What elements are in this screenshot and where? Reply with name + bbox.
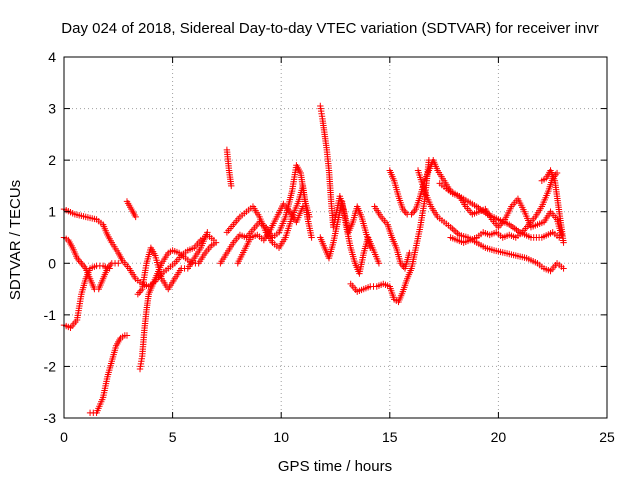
data-series xyxy=(234,200,307,267)
data-point xyxy=(299,203,307,210)
data-point xyxy=(452,228,460,236)
data-series xyxy=(223,146,235,190)
data-point xyxy=(78,260,85,267)
data-point xyxy=(76,258,84,265)
x-tick-label: 20 xyxy=(491,429,507,445)
y-tick-label: 3 xyxy=(48,101,56,117)
data-point xyxy=(79,261,87,269)
data-point xyxy=(375,260,383,267)
data-point xyxy=(560,265,567,272)
data-series xyxy=(123,198,139,221)
data-point xyxy=(204,229,211,236)
data-series xyxy=(217,162,313,267)
y-axis-label: SDTVAR / TECUs xyxy=(7,180,24,300)
data-point xyxy=(134,291,142,298)
data-point xyxy=(558,231,565,239)
x-tick-label: 10 xyxy=(273,429,289,445)
chart-title: Day 024 of 2018, Sidereal Day-to-day VTE… xyxy=(61,20,598,37)
data-points xyxy=(60,102,567,417)
data-series xyxy=(317,198,383,277)
data-series xyxy=(386,156,563,241)
y-tick-label: -2 xyxy=(44,358,57,374)
data-series xyxy=(317,102,374,252)
data-point xyxy=(402,209,409,216)
x-axis-label: GPS time / hours xyxy=(278,458,392,475)
data-point xyxy=(406,249,413,257)
x-tick-label: 5 xyxy=(169,429,177,445)
grid xyxy=(64,57,607,418)
data-point xyxy=(228,182,235,190)
x-tick-label: 25 xyxy=(599,429,615,445)
data-point xyxy=(106,265,113,272)
data-point xyxy=(136,289,143,296)
data-series xyxy=(134,229,211,298)
data-point xyxy=(409,209,417,216)
data-point xyxy=(123,332,131,339)
data-point xyxy=(408,211,415,218)
x-tick-label: 0 xyxy=(60,429,68,445)
data-series xyxy=(60,262,113,331)
data-point xyxy=(115,260,122,267)
data-point xyxy=(449,225,456,232)
data-series xyxy=(86,332,131,417)
plot-frame xyxy=(63,56,608,419)
data-series xyxy=(447,169,561,246)
y-tick-label: 1 xyxy=(48,204,56,220)
y-tick-label: 2 xyxy=(48,152,56,168)
data-series xyxy=(436,180,565,239)
y-tick-label: -3 xyxy=(44,410,57,426)
axis-ticks: -3 -2 -1 0 1 2 3 4 0 5 10 15 20 25 xyxy=(44,49,615,445)
data-point xyxy=(132,213,139,221)
data-series xyxy=(371,203,413,272)
data-point xyxy=(450,227,458,234)
x-tick-label: 15 xyxy=(382,429,398,445)
y-tick-label: -1 xyxy=(44,307,57,323)
data-point xyxy=(212,239,220,246)
y-tick-label: 4 xyxy=(48,49,56,65)
data-point xyxy=(553,169,561,177)
y-tick-label: 0 xyxy=(48,255,56,271)
data-series xyxy=(538,167,567,246)
data-point xyxy=(560,239,567,246)
data-point xyxy=(308,234,315,241)
data-point xyxy=(306,213,313,221)
